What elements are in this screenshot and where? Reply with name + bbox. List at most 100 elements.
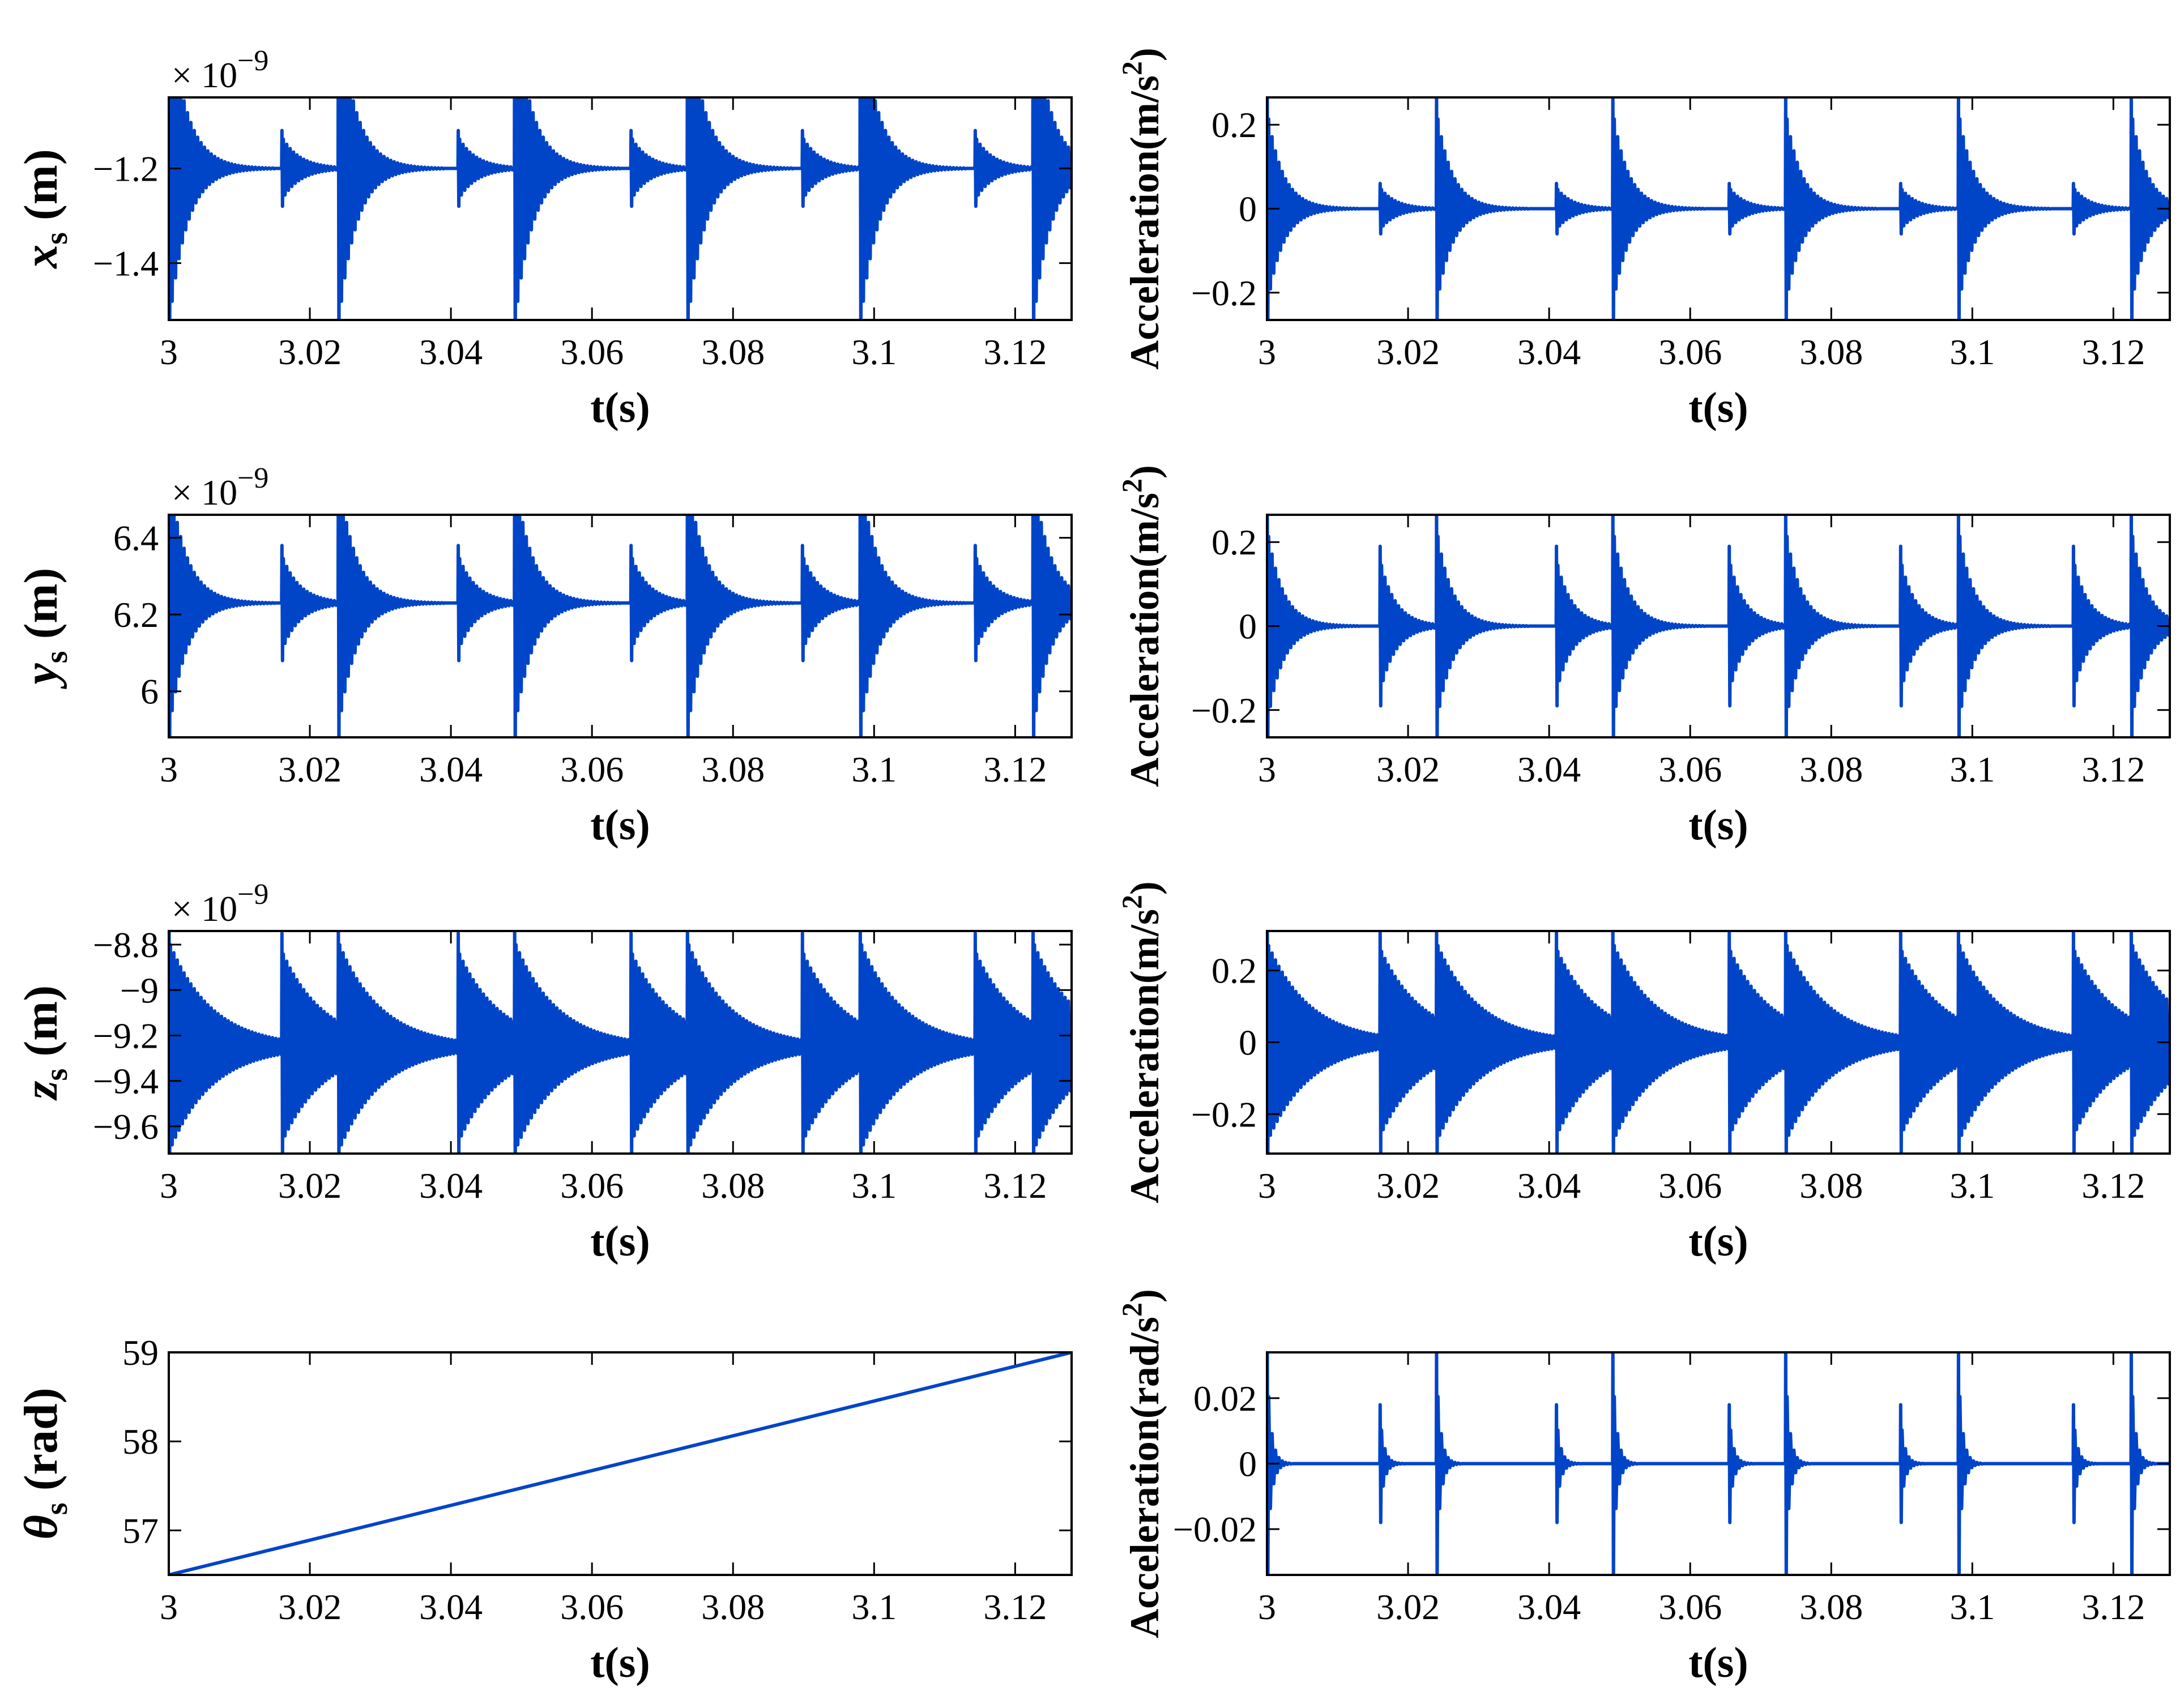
x-tick-label: 3.1	[1949, 1587, 1995, 1627]
y-tick-label: −8.8	[93, 925, 159, 965]
x-tick-label: 3.12	[983, 1165, 1047, 1206]
x-tick-label: 3.12	[2081, 749, 2145, 789]
y-tick-label: −9.2	[93, 1015, 159, 1056]
y-tick-label: −0.2	[1191, 690, 1257, 731]
y-label-superscript: 2	[1116, 895, 1147, 909]
y-axis-label: ys (m)	[15, 567, 74, 689]
y-label-symbol: x	[15, 245, 67, 270]
y-tick-label: 59	[122, 1333, 159, 1373]
y-label-superscript: 2	[1116, 61, 1147, 75]
y-tick-label: 0.2	[1211, 105, 1257, 145]
y-label-close: )	[1122, 465, 1167, 479]
x-tick-label: 3.04	[419, 1587, 483, 1627]
x-tick-label: 3.06	[560, 1165, 624, 1206]
x-tick-label: 3.1	[1949, 749, 1995, 789]
x-tick-label: 3.1	[1949, 332, 1995, 372]
y-tick-label: −9.4	[93, 1061, 159, 1101]
x-tick-label: 3.06	[560, 1587, 624, 1627]
x-tick-label: 3.12	[983, 1587, 1047, 1627]
y-tick-label: 0.2	[1211, 522, 1257, 562]
y-axis-label: θs (rad)	[15, 1387, 74, 1539]
x-tick-label: 3.08	[701, 1587, 765, 1627]
y-label-close: )	[1122, 881, 1167, 895]
x-tick-label: 3	[160, 1165, 178, 1206]
axes-frame	[168, 514, 1073, 738]
x-tick-label: 3.08	[1799, 749, 1863, 789]
series-line-acc_y	[1267, 515, 2170, 737]
panel-acc_y: 3 3.02 3.04 3.06 3.08 3.1 3.12 0.2 0 −0.2 t(s) Acce…	[1116, 465, 2171, 849]
series-line-xs	[169, 97, 1072, 320]
x-tick-label: 3.1	[851, 332, 897, 372]
x-tick-label: 3.04	[1517, 1165, 1581, 1206]
y-tick-label: 0	[1239, 607, 1257, 647]
x-axis-label: t(s)	[590, 1639, 650, 1686]
y-label-text: Acceleration(m/s	[1122, 75, 1167, 370]
x-tick-label: 3.1	[851, 1587, 897, 1627]
x-tick-label: 3.06	[560, 332, 624, 372]
x-axis-label: t(s)	[1688, 1639, 1748, 1686]
y-label-symbol: y	[15, 663, 67, 690]
x-axis-label: t(s)	[1688, 801, 1748, 849]
x-tick-label: 3.12	[2081, 1587, 2145, 1627]
x-tick-label: 3.06	[560, 749, 624, 789]
y-label-superscript: 2	[1116, 479, 1147, 493]
x-tick-label: 3.02	[278, 1165, 342, 1206]
panel-zs: 3 3.02 3.04 3.06 3.08 3.1 3.12 −8.8 −9 −9.2 −9.4 −9…	[15, 878, 1073, 1265]
y-tick-label: 58	[122, 1421, 159, 1462]
y-axis-label: zs (m)	[15, 985, 74, 1101]
y-label-symbol: z	[15, 1081, 67, 1101]
y-label-unit: (m)	[15, 567, 67, 651]
x-tick-label: 3.12	[2081, 332, 2145, 372]
y-axis-label: xs (m)	[15, 149, 74, 270]
x-axis-label: t(s)	[590, 1218, 650, 1265]
y-label-text: Acceleration(m/s	[1122, 909, 1167, 1203]
y-label-superscript: 2	[1116, 1303, 1147, 1317]
y-label-subscript: s	[39, 1502, 74, 1515]
x-tick-label: 3.04	[1517, 749, 1581, 789]
panel-acc_theta: 3 3.02 3.04 3.06 3.08 3.1 3.12 0.02 0 −0.02 t(s) Ac…	[1116, 1289, 2171, 1686]
x-tick-label: 3	[1258, 749, 1276, 789]
axis-exponent: × 10−9	[172, 462, 268, 513]
x-tick-label: 3.04	[419, 749, 483, 789]
y-tick-label: −1.2	[93, 148, 159, 189]
x-axis-label: t(s)	[1688, 384, 1748, 432]
exponent-power: −9	[237, 45, 268, 77]
x-tick-label: 3.08	[1799, 332, 1863, 372]
x-tick-label: 3.06	[1658, 1587, 1722, 1627]
x-tick-label: 3.12	[983, 749, 1047, 789]
x-tick-label: 3.1	[851, 1165, 897, 1206]
x-tick-label: 3.06	[1658, 1165, 1722, 1206]
panel-theta: 3 3.02 3.04 3.06 3.08 3.1 3.12 59 58 57 t(s) θs (ra…	[15, 1333, 1073, 1686]
series-line-ys	[169, 515, 1072, 737]
series-line-acc_theta	[1267, 1352, 2170, 1575]
x-tick-label: 3.1	[851, 749, 897, 789]
x-axis-label: t(s)	[590, 801, 650, 849]
x-tick-label: 3.1	[1949, 1165, 1995, 1206]
x-tick-label: 3.12	[983, 332, 1047, 372]
y-label-close: )	[1122, 48, 1167, 61]
y-axis-label: Acceleration(m/s2)	[1116, 465, 1167, 787]
exponent-power: −9	[237, 462, 268, 494]
y-tick-label: −0.2	[1191, 273, 1257, 313]
y-tick-label: 6.2	[113, 595, 159, 635]
x-tick-label: 3	[1258, 332, 1276, 372]
y-tick-label: −9.6	[93, 1107, 159, 1147]
x-tick-label: 3.02	[1376, 1165, 1440, 1206]
x-tick-label: 3.04	[1517, 332, 1581, 372]
x-tick-label: 3.08	[701, 332, 765, 372]
y-tick-label: 57	[122, 1510, 159, 1551]
y-axis-label: Acceleration(rad/s2)	[1116, 1289, 1167, 1638]
axis-exponent: × 10−9	[172, 878, 268, 929]
x-axis-label: t(s)	[590, 384, 650, 432]
y-tick-label: 0	[1239, 1023, 1257, 1063]
y-tick-label: 6.4	[113, 518, 159, 558]
exponent-prefix: × 10	[172, 889, 237, 929]
x-tick-label: 3.08	[1799, 1587, 1863, 1627]
exponent-power: −9	[237, 878, 268, 911]
axes-frame	[168, 1351, 1073, 1576]
x-tick-label: 3.12	[2081, 1165, 2145, 1206]
exponent-prefix: × 10	[172, 55, 237, 95]
y-tick-label: 0	[1239, 1444, 1257, 1484]
x-tick-label: 3	[160, 332, 178, 372]
